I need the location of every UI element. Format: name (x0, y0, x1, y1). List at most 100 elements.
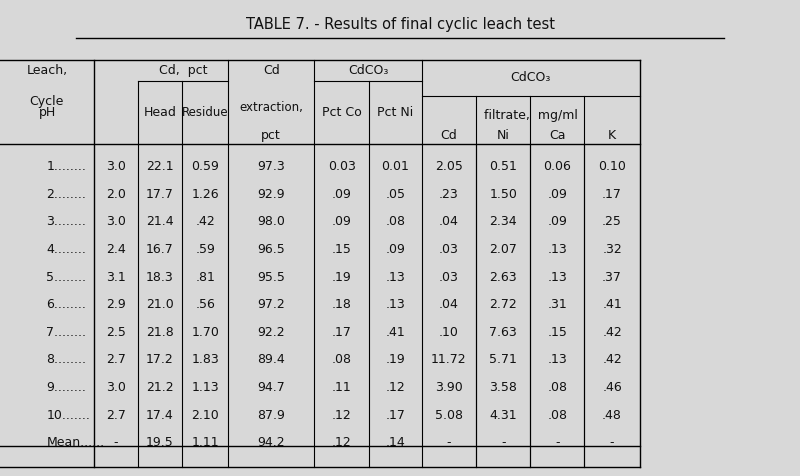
Text: 16.7: 16.7 (146, 243, 174, 256)
Text: .37: .37 (602, 270, 622, 284)
Text: Leach,: Leach, (26, 64, 68, 77)
Text: 0.01: 0.01 (382, 160, 409, 173)
Text: 3........: 3........ (46, 215, 86, 228)
Text: .41: .41 (602, 298, 622, 311)
Text: 87.9: 87.9 (258, 408, 285, 422)
Text: 6........: 6........ (46, 298, 86, 311)
Text: 1.70: 1.70 (191, 326, 219, 339)
Text: -: - (446, 436, 451, 449)
Text: Cd: Cd (263, 64, 279, 77)
Text: .13: .13 (386, 270, 405, 284)
Text: 1.83: 1.83 (191, 353, 219, 367)
Text: Mean......: Mean...... (46, 436, 105, 449)
Text: .17: .17 (332, 326, 351, 339)
Text: .59: .59 (195, 243, 215, 256)
Text: 7.63: 7.63 (490, 326, 517, 339)
Text: .41: .41 (386, 326, 405, 339)
Text: .08: .08 (547, 381, 567, 394)
Text: .15: .15 (547, 326, 567, 339)
Text: .12: .12 (332, 408, 351, 422)
Text: .03: .03 (439, 270, 458, 284)
Text: 2.4: 2.4 (106, 243, 126, 256)
Text: 9........: 9........ (46, 381, 86, 394)
Text: .10: .10 (439, 326, 458, 339)
Text: 3.0: 3.0 (106, 215, 126, 228)
Text: .05: .05 (386, 188, 405, 201)
Text: 3.58: 3.58 (490, 381, 517, 394)
Text: Cd,  pct: Cd, pct (158, 64, 207, 77)
Text: 2.5: 2.5 (106, 326, 126, 339)
Text: .08: .08 (332, 353, 352, 367)
Text: .03: .03 (439, 243, 458, 256)
Text: 2........: 2........ (46, 188, 86, 201)
Text: Pct Ni: Pct Ni (377, 106, 414, 119)
Text: -: - (555, 436, 559, 449)
Text: 89.4: 89.4 (258, 353, 285, 367)
Text: .09: .09 (547, 188, 567, 201)
Text: 1........: 1........ (46, 160, 86, 173)
Text: .15: .15 (332, 243, 351, 256)
Text: 98.0: 98.0 (258, 215, 285, 228)
Text: extraction,: extraction, (239, 101, 303, 114)
Text: .19: .19 (332, 270, 351, 284)
Text: -: - (114, 436, 118, 449)
Text: 94.2: 94.2 (258, 436, 285, 449)
Text: .48: .48 (602, 408, 622, 422)
Text: 5.71: 5.71 (490, 353, 517, 367)
Text: 2.72: 2.72 (490, 298, 517, 311)
Text: Residue: Residue (182, 106, 229, 119)
Text: .42: .42 (195, 215, 215, 228)
Text: 1.13: 1.13 (191, 381, 219, 394)
Text: pct: pct (262, 129, 281, 142)
Text: Ni: Ni (497, 129, 510, 142)
Text: -: - (501, 436, 506, 449)
Text: 0.03: 0.03 (328, 160, 355, 173)
Text: 21.4: 21.4 (146, 215, 174, 228)
Text: 3.90: 3.90 (435, 381, 462, 394)
Text: .08: .08 (386, 215, 405, 228)
Text: K: K (608, 129, 616, 142)
Text: .04: .04 (439, 298, 458, 311)
Text: 4........: 4........ (46, 243, 86, 256)
Text: .09: .09 (332, 188, 351, 201)
Text: 2.05: 2.05 (435, 160, 462, 173)
Text: 96.5: 96.5 (258, 243, 285, 256)
Text: 2.0: 2.0 (106, 188, 126, 201)
Text: .08: .08 (547, 408, 567, 422)
Text: 21.8: 21.8 (146, 326, 174, 339)
Text: .13: .13 (547, 353, 567, 367)
Text: 92.9: 92.9 (258, 188, 285, 201)
Text: CdCO₃: CdCO₃ (348, 64, 388, 77)
Text: 2.7: 2.7 (106, 408, 126, 422)
Text: 3.0: 3.0 (106, 160, 126, 173)
Text: 21.0: 21.0 (146, 298, 174, 311)
Text: 2.34: 2.34 (490, 215, 517, 228)
Text: .14: .14 (386, 436, 405, 449)
Text: 2.10: 2.10 (191, 408, 219, 422)
Text: .31: .31 (547, 298, 567, 311)
Text: 21.2: 21.2 (146, 381, 174, 394)
Text: 97.3: 97.3 (258, 160, 285, 173)
Text: 0.06: 0.06 (543, 160, 571, 173)
Text: 1.11: 1.11 (191, 436, 219, 449)
Text: .23: .23 (439, 188, 458, 201)
Text: .04: .04 (439, 215, 458, 228)
Text: 10.......: 10....... (46, 408, 90, 422)
Text: Head: Head (143, 106, 177, 119)
Text: 22.1: 22.1 (146, 160, 174, 173)
Text: .09: .09 (386, 243, 405, 256)
Text: 0.51: 0.51 (490, 160, 517, 173)
Text: .17: .17 (386, 408, 405, 422)
Text: Cd: Cd (441, 129, 457, 142)
Text: pH: pH (38, 106, 56, 119)
Text: 19.5: 19.5 (146, 436, 174, 449)
Text: .56: .56 (195, 298, 215, 311)
Text: .13: .13 (386, 298, 405, 311)
Text: 2.07: 2.07 (490, 243, 517, 256)
Text: 3.1: 3.1 (106, 270, 126, 284)
Text: 1.50: 1.50 (490, 188, 517, 201)
Text: 0.59: 0.59 (191, 160, 219, 173)
Text: 17.7: 17.7 (146, 188, 174, 201)
Text: 7........: 7........ (46, 326, 86, 339)
Text: TABLE 7. - Results of final cyclic leach test: TABLE 7. - Results of final cyclic leach… (246, 17, 554, 32)
